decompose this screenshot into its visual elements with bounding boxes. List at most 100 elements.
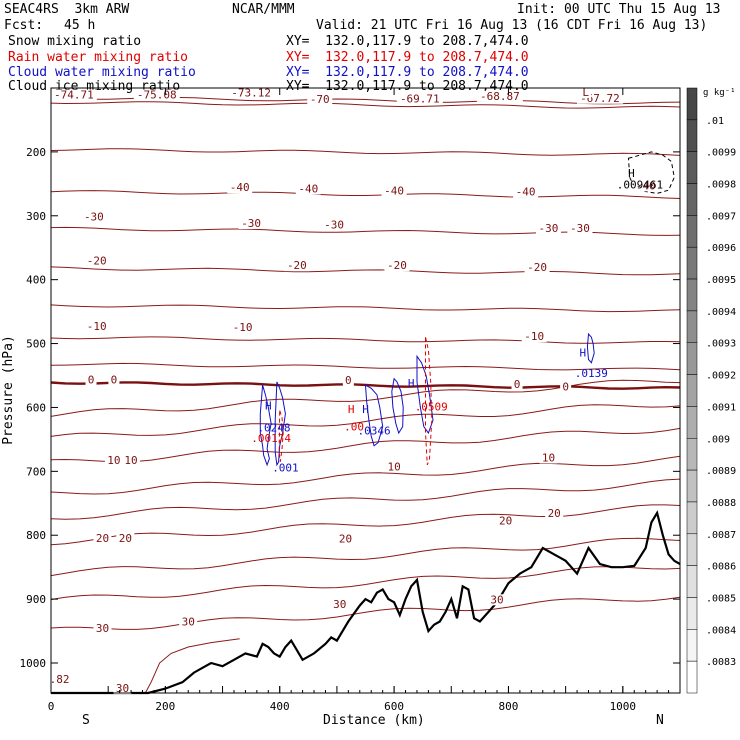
cloud-water-contour [416, 354, 434, 435]
extremum-label: H [265, 399, 272, 412]
legend-snow-name: Snow mixing ratio [8, 34, 142, 49]
cloud-water-contour [391, 377, 404, 435]
colorbar-cell [686, 660, 698, 694]
contour-line [50, 304, 681, 313]
cloud-water-contour [586, 332, 595, 364]
y-tick-label: 900 [26, 593, 46, 606]
y-tick-label: 800 [26, 529, 46, 542]
legend-cloud-water-xy: XY= 132.0,117.9 to 208.7,474.0 [286, 65, 529, 80]
y-tick-label: 1000 [20, 657, 47, 670]
x-axis-label: Distance (km) [323, 713, 425, 728]
contour-label-bg [560, 381, 572, 393]
colorbar-cell [686, 87, 698, 121]
contour-label: -75.08 [137, 89, 177, 102]
y-axis-label: Pressure (hPa) [0, 335, 16, 445]
plot-frame [50, 87, 681, 694]
contour-label: -40 [230, 181, 250, 194]
contour-label-bg [104, 455, 123, 467]
contour-line [50, 336, 681, 344]
contour-label: 10 [542, 451, 555, 464]
contour-label: 20 [548, 507, 561, 520]
contour-label: -10 [524, 330, 544, 343]
contour-line [50, 404, 681, 437]
extremum-label: .009461 [617, 178, 663, 191]
contour-label-bg [576, 92, 623, 104]
extremum-label: .0248 [257, 422, 290, 435]
end-label-right: N [656, 713, 664, 728]
contour-label: 0 [111, 374, 118, 387]
x-tick-label: 600 [384, 700, 404, 713]
contour-line [50, 566, 681, 600]
contour-label: 30 [96, 622, 109, 635]
contour-label: -30 [84, 211, 104, 224]
extremum-label: .00174 [251, 432, 291, 445]
contour-label-bg [496, 515, 515, 527]
legend-rain-xy: XY= 132.0,117.9 to 208.7,474.0 [286, 50, 529, 65]
colorbar-cell [686, 629, 698, 662]
contour-label-bg [81, 211, 107, 223]
y-tick-label: 200 [26, 146, 46, 159]
hydrometeor-contours [259, 151, 675, 467]
contour-label: 0 [88, 374, 95, 387]
y-tick-label: 500 [26, 338, 46, 351]
extremum-label: H [579, 346, 586, 359]
header-fcst-label: Fcst: [4, 18, 44, 33]
contour-label: 30 [182, 616, 195, 629]
colorbar-label: .0085 [706, 593, 736, 604]
colorbar-label: .0097 [706, 211, 736, 222]
contour-label: 30 [333, 598, 346, 611]
colorbar-cell [686, 119, 698, 152]
colorbar-cell [686, 533, 698, 566]
colorbar-cell [686, 374, 698, 407]
colorbar-label: .0089 [706, 466, 736, 477]
contour-line [50, 379, 681, 417]
contour-label-bg [336, 533, 355, 545]
contour-label-bg [228, 87, 275, 99]
terrain-line [51, 510, 681, 695]
contour-label-bg [342, 375, 354, 387]
contour-line [50, 362, 681, 371]
colorbar-cell [686, 215, 698, 248]
colorbar-label: .0083 [706, 657, 736, 668]
contour-label: 20 [339, 533, 352, 546]
contour-line [50, 455, 681, 495]
contour-line [50, 596, 681, 630]
contour-label: -20 [287, 259, 307, 272]
contour-label-bg [122, 455, 141, 467]
contour-label-bg [230, 322, 256, 334]
contour-label-bg [295, 183, 321, 195]
colorbar-label: .0094 [706, 307, 736, 318]
contour-label: -40 [384, 184, 404, 197]
legend-cloud-water-name: Cloud water mixing ratio [8, 65, 196, 80]
colorbar-label: .0088 [706, 498, 736, 509]
contour-label: -40 [298, 183, 318, 196]
contour-label-bg [535, 223, 561, 235]
colorbar-label: .0092 [706, 371, 736, 382]
contour-label: 0 [562, 381, 569, 394]
contour-label-bg [84, 320, 110, 332]
contour-label: 20 [96, 532, 109, 545]
contour-label-bg [524, 262, 550, 274]
colorbar-label: .0084 [706, 625, 736, 636]
colorbar-cell [686, 597, 698, 630]
contour-label-bg [47, 674, 73, 686]
contour-label-bg [93, 623, 112, 635]
contour-line [50, 266, 681, 276]
contour-label-bg [93, 532, 112, 544]
temperature-contour-labels: -74.71 -75.08 -73.12 -70 -69.71 -68.87 -67.72L… [47, 86, 659, 695]
colorbar-label: .009 [706, 434, 730, 445]
contour-label-bg [330, 598, 349, 610]
contour-line [50, 427, 681, 463]
contour-label-bg [133, 89, 180, 101]
colorbar-cell [686, 406, 698, 439]
contour-label-bg [384, 260, 410, 272]
contour-label-bg [113, 683, 132, 694]
contour-label: -30 [324, 218, 344, 231]
contour-line [144, 638, 240, 694]
cloud-water-contour [364, 384, 384, 447]
contour-label-bg [307, 94, 333, 106]
contour-label: -70 [310, 93, 330, 106]
cloud-water-contour [274, 381, 286, 467]
contour-label-bg [476, 90, 523, 102]
contour-line [50, 148, 681, 156]
